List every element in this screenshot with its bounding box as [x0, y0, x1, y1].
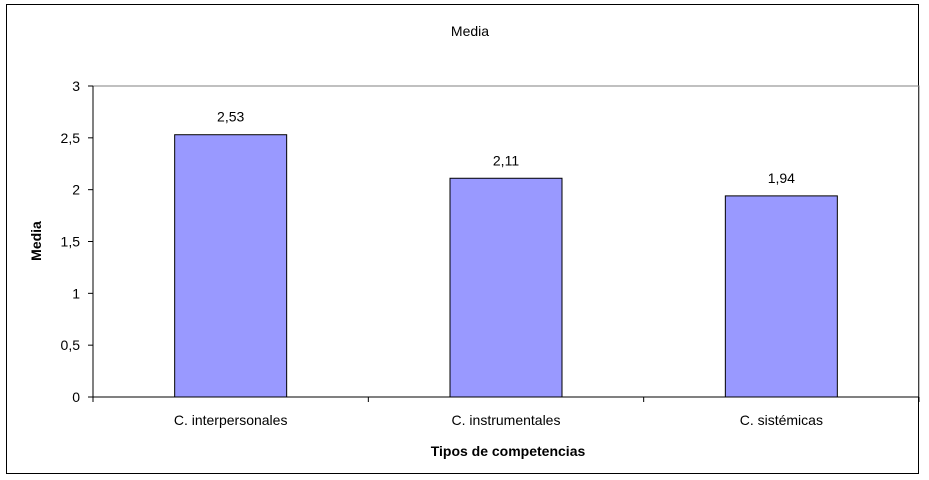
y-tick-label: 0	[72, 389, 80, 405]
y-ticks: 0 0,5 1 1,5 2 2,5 3	[61, 78, 93, 405]
x-ticks	[92, 397, 920, 402]
category-labels: C. interpersonales C. instrumentales C. si…	[174, 412, 823, 428]
category-label: C. sistémicas	[740, 412, 823, 428]
chart-title: Media	[451, 23, 489, 39]
bar-value-label: 1,94	[768, 170, 795, 186]
y-tick-label: 1,5	[61, 234, 81, 250]
y-tick-label: 1	[72, 285, 80, 301]
y-tick-label: 2	[72, 182, 80, 198]
bar-value-label: 2,11	[493, 152, 519, 168]
bar	[174, 134, 288, 398]
data-labels: 2,53 2,11 1,94	[217, 109, 795, 186]
bars	[174, 134, 838, 398]
y-tick-label: 0,5	[61, 337, 81, 353]
y-tick-label: 3	[72, 78, 80, 94]
bar-value-label: 2,53	[217, 109, 244, 125]
y-axis-title: Media	[28, 221, 44, 261]
category-label: C. instrumentales	[452, 412, 561, 428]
y-tick-label: 2,5	[61, 130, 81, 146]
bar	[449, 177, 563, 398]
bar	[724, 195, 838, 398]
x-axis-title: Tipos de competencias	[431, 443, 586, 459]
category-label: C. interpersonales	[174, 412, 288, 428]
